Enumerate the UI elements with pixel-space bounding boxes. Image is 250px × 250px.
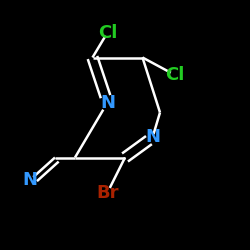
Text: Cl: Cl xyxy=(98,24,117,42)
Text: Br: Br xyxy=(96,184,119,202)
Text: N: N xyxy=(22,171,38,189)
Text: Cl: Cl xyxy=(165,66,185,84)
Text: N: N xyxy=(100,94,115,112)
Text: N: N xyxy=(145,128,160,146)
